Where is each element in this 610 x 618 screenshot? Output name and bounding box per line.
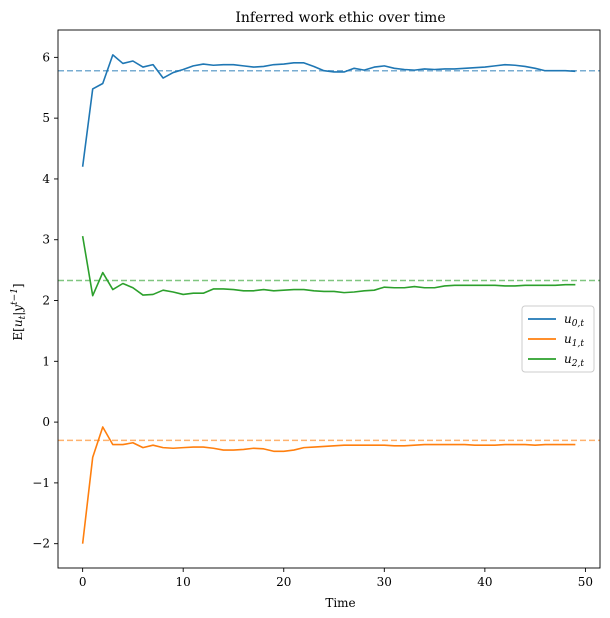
y-tick-label: 4 xyxy=(42,172,50,186)
legend-label: u1,t xyxy=(564,332,584,349)
chart-title: Inferred work ethic over time xyxy=(235,10,445,26)
series-line-2 xyxy=(81,235,576,297)
y-tick-label: −1 xyxy=(32,476,50,490)
plot-area: 0 10 20 30 40 50 −2 −1 0 1 2 3 4 5 6 xyxy=(32,29,601,589)
legend-label: u2,t xyxy=(564,352,584,369)
x-tick-label: 40 xyxy=(477,575,492,589)
y-tick-label: 1 xyxy=(42,354,50,368)
y-tick-label: 2 xyxy=(42,294,50,308)
y-tick-label: 5 xyxy=(42,111,50,125)
x-tick-label: 50 xyxy=(578,575,593,589)
x-tick-label: 30 xyxy=(377,575,392,589)
legend-box xyxy=(521,305,595,373)
y-axis-label: E[ut|yt−1] xyxy=(10,283,28,340)
series-line-1 xyxy=(81,426,576,544)
x-tick-label: 0 xyxy=(79,575,87,589)
y-axis-label-text: E[ut|yt−1] xyxy=(10,283,28,340)
y-tick-label: 3 xyxy=(42,233,50,247)
plot-frame xyxy=(57,29,601,569)
legend: u0,t u1,t u2,t xyxy=(521,305,595,373)
legend-label: u0,t xyxy=(564,312,584,329)
x-tick-label: 10 xyxy=(176,575,191,589)
x-axis-label: Time xyxy=(325,596,355,610)
y-tick-label: 0 xyxy=(42,415,50,429)
y-tick-label: −2 xyxy=(32,537,50,551)
x-tick-label: 20 xyxy=(276,575,291,589)
series-line-0 xyxy=(81,54,576,167)
y-tick-label: 6 xyxy=(42,50,50,64)
